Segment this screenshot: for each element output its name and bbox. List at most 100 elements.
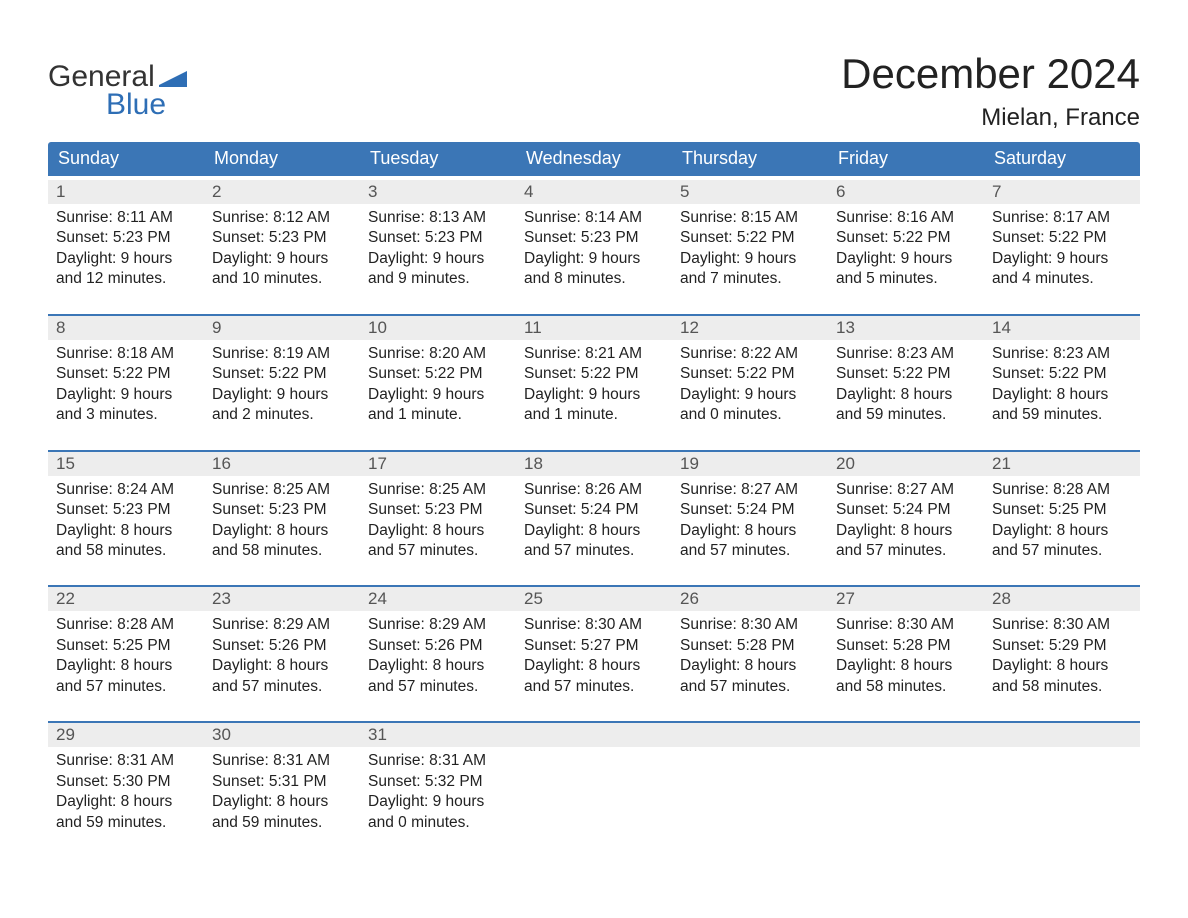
day-sunrise: Sunrise: 8:25 AM xyxy=(368,480,508,500)
day-sunrise: Sunrise: 8:17 AM xyxy=(992,208,1132,228)
day-d1: Daylight: 8 hours xyxy=(836,385,976,405)
day-body: Sunrise: 8:27 AMSunset: 5:24 PMDaylight:… xyxy=(672,476,828,562)
calendar-day: 21Sunrise: 8:28 AMSunset: 5:25 PMDayligh… xyxy=(984,452,1140,582)
day-d1: Daylight: 8 hours xyxy=(56,521,196,541)
day-sunrise: Sunrise: 8:14 AM xyxy=(524,208,664,228)
day-d1: Daylight: 8 hours xyxy=(56,656,196,676)
day-sunset: Sunset: 5:22 PM xyxy=(836,364,976,384)
day-number: 3 xyxy=(360,180,516,204)
day-sunset: Sunset: 5:23 PM xyxy=(212,228,352,248)
day-sunset: Sunset: 5:28 PM xyxy=(836,636,976,656)
day-d1: Daylight: 8 hours xyxy=(836,656,976,676)
day-d1: Daylight: 9 hours xyxy=(524,385,664,405)
day-d2: and 59 minutes. xyxy=(992,405,1132,425)
day-sunrise: Sunrise: 8:11 AM xyxy=(56,208,196,228)
day-d1: Daylight: 8 hours xyxy=(368,656,508,676)
calendar-day: 2Sunrise: 8:12 AMSunset: 5:23 PMDaylight… xyxy=(204,180,360,310)
day-number: 17 xyxy=(360,452,516,476)
day-d2: and 9 minutes. xyxy=(368,269,508,289)
calendar-day: 11Sunrise: 8:21 AMSunset: 5:22 PMDayligh… xyxy=(516,316,672,446)
day-sunrise: Sunrise: 8:22 AM xyxy=(680,344,820,364)
day-body: Sunrise: 8:19 AMSunset: 5:22 PMDaylight:… xyxy=(204,340,360,426)
weekday-header: Wednesday xyxy=(516,142,672,176)
day-sunrise: Sunrise: 8:27 AM xyxy=(836,480,976,500)
calendar-day: 23Sunrise: 8:29 AMSunset: 5:26 PMDayligh… xyxy=(204,587,360,717)
weekday-header: Tuesday xyxy=(360,142,516,176)
day-d1: Daylight: 8 hours xyxy=(56,792,196,812)
day-d1: Daylight: 8 hours xyxy=(836,521,976,541)
day-d1: Daylight: 9 hours xyxy=(368,792,508,812)
day-d1: Daylight: 9 hours xyxy=(368,385,508,405)
calendar-day: 20Sunrise: 8:27 AMSunset: 5:24 PMDayligh… xyxy=(828,452,984,582)
day-sunrise: Sunrise: 8:27 AM xyxy=(680,480,820,500)
weekday-header: Friday xyxy=(828,142,984,176)
day-sunset: Sunset: 5:26 PM xyxy=(212,636,352,656)
calendar-day: 12Sunrise: 8:22 AMSunset: 5:22 PMDayligh… xyxy=(672,316,828,446)
day-sunset: Sunset: 5:23 PM xyxy=(368,500,508,520)
day-sunset: Sunset: 5:23 PM xyxy=(56,500,196,520)
day-d1: Daylight: 9 hours xyxy=(368,249,508,269)
day-body: Sunrise: 8:16 AMSunset: 5:22 PMDaylight:… xyxy=(828,204,984,290)
calendar-day xyxy=(828,723,984,853)
day-body: Sunrise: 8:15 AMSunset: 5:22 PMDaylight:… xyxy=(672,204,828,290)
day-sunset: Sunset: 5:22 PM xyxy=(680,364,820,384)
day-number: 12 xyxy=(672,316,828,340)
day-number: 24 xyxy=(360,587,516,611)
calendar-day: 1Sunrise: 8:11 AMSunset: 5:23 PMDaylight… xyxy=(48,180,204,310)
day-number: 4 xyxy=(516,180,672,204)
day-sunrise: Sunrise: 8:28 AM xyxy=(56,615,196,635)
day-sunset: Sunset: 5:32 PM xyxy=(368,772,508,792)
day-number: 26 xyxy=(672,587,828,611)
calendar-day: 24Sunrise: 8:29 AMSunset: 5:26 PMDayligh… xyxy=(360,587,516,717)
day-number: 9 xyxy=(204,316,360,340)
day-sunset: Sunset: 5:28 PM xyxy=(680,636,820,656)
day-number: 5 xyxy=(672,180,828,204)
day-d1: Daylight: 9 hours xyxy=(524,249,664,269)
day-d2: and 5 minutes. xyxy=(836,269,976,289)
day-sunrise: Sunrise: 8:30 AM xyxy=(524,615,664,635)
day-d1: Daylight: 8 hours xyxy=(368,521,508,541)
day-sunset: Sunset: 5:22 PM xyxy=(368,364,508,384)
day-d2: and 57 minutes. xyxy=(836,541,976,561)
day-sunset: Sunset: 5:31 PM xyxy=(212,772,352,792)
day-d1: Daylight: 9 hours xyxy=(680,249,820,269)
day-body: Sunrise: 8:31 AMSunset: 5:31 PMDaylight:… xyxy=(204,747,360,833)
calendar-day xyxy=(984,723,1140,853)
day-number: 25 xyxy=(516,587,672,611)
day-body: Sunrise: 8:30 AMSunset: 5:28 PMDaylight:… xyxy=(828,611,984,697)
weekday-header: Thursday xyxy=(672,142,828,176)
day-sunrise: Sunrise: 8:30 AM xyxy=(836,615,976,635)
weekday-header: Monday xyxy=(204,142,360,176)
day-d1: Daylight: 8 hours xyxy=(212,656,352,676)
day-body: Sunrise: 8:29 AMSunset: 5:26 PMDaylight:… xyxy=(360,611,516,697)
calendar-day: 14Sunrise: 8:23 AMSunset: 5:22 PMDayligh… xyxy=(984,316,1140,446)
day-d1: Daylight: 9 hours xyxy=(212,249,352,269)
calendar-day: 18Sunrise: 8:26 AMSunset: 5:24 PMDayligh… xyxy=(516,452,672,582)
day-d2: and 59 minutes. xyxy=(56,813,196,833)
day-d2: and 8 minutes. xyxy=(524,269,664,289)
day-number: 15 xyxy=(48,452,204,476)
day-number: 8 xyxy=(48,316,204,340)
day-sunrise: Sunrise: 8:26 AM xyxy=(524,480,664,500)
day-sunrise: Sunrise: 8:23 AM xyxy=(836,344,976,364)
day-sunset: Sunset: 5:24 PM xyxy=(680,500,820,520)
day-sunset: Sunset: 5:29 PM xyxy=(992,636,1132,656)
day-number: 11 xyxy=(516,316,672,340)
day-sunrise: Sunrise: 8:30 AM xyxy=(992,615,1132,635)
day-sunrise: Sunrise: 8:19 AM xyxy=(212,344,352,364)
calendar-day: 5Sunrise: 8:15 AMSunset: 5:22 PMDaylight… xyxy=(672,180,828,310)
calendar-day: 8Sunrise: 8:18 AMSunset: 5:22 PMDaylight… xyxy=(48,316,204,446)
day-d2: and 7 minutes. xyxy=(680,269,820,289)
day-d2: and 58 minutes. xyxy=(56,541,196,561)
day-body: Sunrise: 8:27 AMSunset: 5:24 PMDaylight:… xyxy=(828,476,984,562)
day-sunset: Sunset: 5:26 PM xyxy=(368,636,508,656)
day-d2: and 58 minutes. xyxy=(836,677,976,697)
day-number: 6 xyxy=(828,180,984,204)
day-body: Sunrise: 8:17 AMSunset: 5:22 PMDaylight:… xyxy=(984,204,1140,290)
calendar-day: 4Sunrise: 8:14 AMSunset: 5:23 PMDaylight… xyxy=(516,180,672,310)
day-body: Sunrise: 8:22 AMSunset: 5:22 PMDaylight:… xyxy=(672,340,828,426)
day-d1: Daylight: 9 hours xyxy=(56,385,196,405)
day-sunset: Sunset: 5:22 PM xyxy=(524,364,664,384)
day-d1: Daylight: 8 hours xyxy=(524,656,664,676)
day-number: 10 xyxy=(360,316,516,340)
